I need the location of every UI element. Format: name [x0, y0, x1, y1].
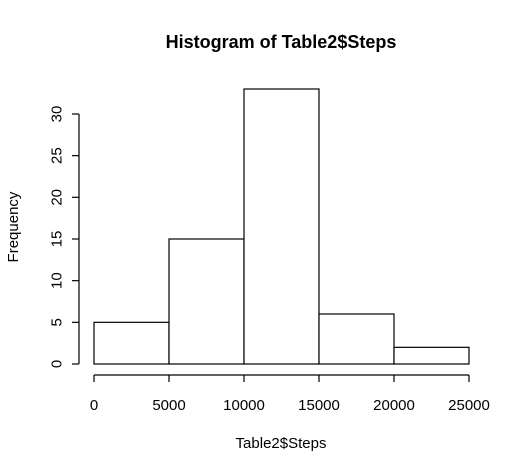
- chart-title: Histogram of Table2$Steps: [166, 32, 397, 52]
- histogram-bar-4: [393, 346, 470, 365]
- y-axis: 0 5 10 15 20 25 30: [49, 106, 80, 368]
- y-tick-label-1: 5: [49, 318, 66, 326]
- histogram-bar-0: [93, 321, 170, 365]
- y-tick-label-6: 30: [49, 106, 66, 123]
- y-tick-label-5: 25: [49, 147, 66, 164]
- y-tick-label-2: 10: [49, 272, 66, 289]
- y-tick-label-4: 20: [49, 189, 66, 206]
- x-tick-label-1: 5000: [152, 397, 185, 414]
- x-axis-label: Table2$Steps: [236, 435, 327, 452]
- histogram-bar-3: [318, 313, 395, 365]
- x-tick-label-5: 25000: [448, 397, 490, 414]
- y-tick-label-3: 15: [49, 231, 66, 248]
- histogram-bar-2: [243, 88, 320, 365]
- y-axis-label: Frequency: [5, 191, 22, 262]
- x-tick-label-3: 15000: [298, 397, 340, 414]
- histogram-bar-1: [168, 238, 245, 365]
- x-axis: 0 5000 10000 15000 20000 25000: [90, 374, 490, 414]
- y-tick-label-0: 0: [49, 360, 66, 368]
- x-tick-label-0: 0: [90, 397, 98, 414]
- x-tick-label-2: 10000: [223, 397, 265, 414]
- x-tick-label-4: 20000: [373, 397, 415, 414]
- bars-group: [93, 88, 470, 365]
